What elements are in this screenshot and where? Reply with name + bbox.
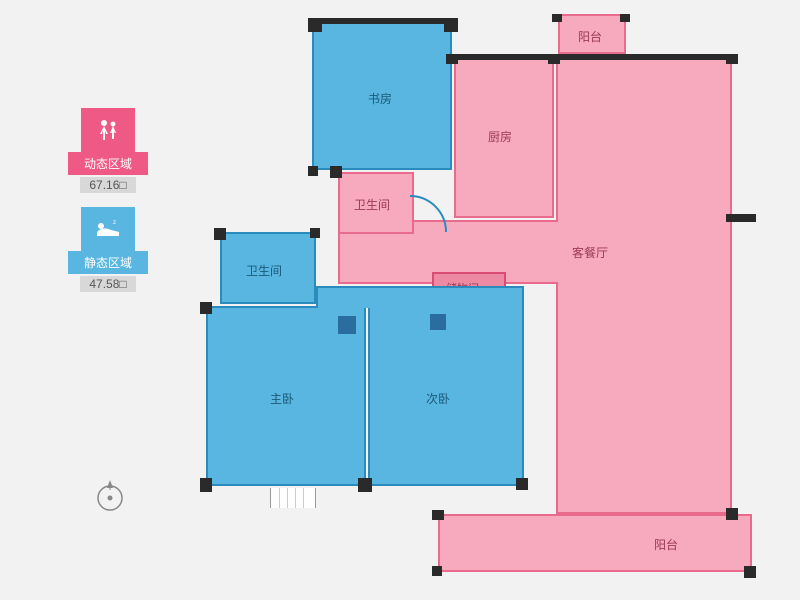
label-living: 客餐厅 (572, 244, 608, 261)
label-bath1: 卫生间 (354, 196, 390, 213)
wall-nub (330, 166, 342, 178)
wall-nub (432, 510, 444, 520)
label-balcony-bottom: 阳台 (654, 536, 678, 553)
legend-static-icon: z (81, 207, 135, 251)
second-notch (316, 286, 370, 308)
wall-nub (200, 478, 212, 492)
label-study: 书房 (368, 90, 392, 107)
legend-dynamic-value: 67.16□ (80, 177, 136, 193)
wall-nub (310, 228, 320, 238)
wall-nub (214, 228, 226, 240)
wall-nub (726, 214, 756, 222)
wall-seg (454, 54, 554, 60)
label-second: 次卧 (426, 390, 450, 407)
room-second (368, 286, 524, 486)
wall-nub (620, 14, 630, 22)
wall-nub (358, 478, 372, 492)
wall-nub (432, 566, 442, 576)
legend-static-title: 静态区域 (68, 251, 148, 274)
legend-panel: 动态区域 67.16□ z 静态区域 47.58□ (68, 108, 148, 306)
accent-square-1 (338, 316, 356, 334)
legend-static-value: 47.58□ (80, 276, 136, 292)
wall-nub (308, 166, 318, 176)
room-living (556, 58, 732, 514)
accent-square-2 (430, 314, 446, 330)
wall-nub (552, 14, 562, 22)
wall-seg (312, 18, 452, 24)
compass-icon (90, 476, 130, 516)
room-balcony-bottom (438, 514, 752, 572)
floor-plan: 阳台 书房 厨房 客餐厅 卫生间 卫生间 储物间 主卧 次卧 阳台 (200, 14, 754, 584)
wall-nub (200, 302, 212, 314)
label-master: 主卧 (270, 390, 294, 407)
people-icon (94, 116, 122, 144)
living-merge (552, 222, 562, 282)
wall-nub (726, 508, 738, 520)
wall-seg (556, 54, 732, 60)
label-bath2: 卫生间 (246, 262, 282, 279)
label-kitchen: 厨房 (488, 128, 512, 145)
railing-master (270, 488, 316, 508)
door-arc-bath1 (408, 194, 452, 238)
svg-text:z: z (113, 220, 116, 226)
sleep-icon: z (93, 218, 123, 240)
legend-dynamic-title: 动态区域 (68, 152, 148, 175)
label-balcony-top: 阳台 (578, 28, 602, 45)
wall-nub (744, 566, 756, 578)
wall-nub (516, 478, 528, 490)
legend-dynamic-icon (81, 108, 135, 152)
